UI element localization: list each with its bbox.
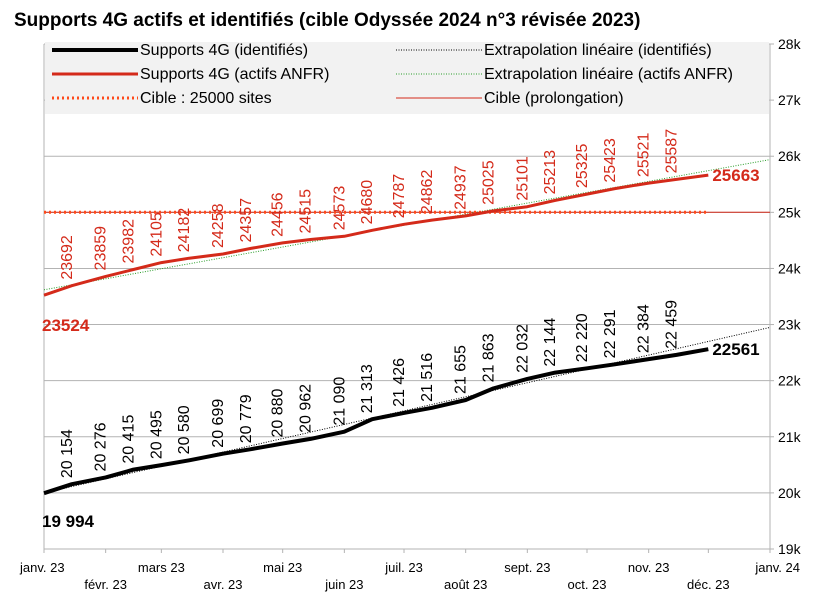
data-label: 22 220: [574, 313, 591, 362]
data-label: 25101: [514, 156, 531, 201]
y-tick-label: 26k: [778, 148, 802, 164]
data-label: 20 495: [148, 410, 165, 459]
data-label: 20 880: [270, 388, 287, 437]
data-label: 20 415: [121, 415, 138, 464]
data-label: 23982: [120, 219, 137, 264]
x-tick-label: avr. 23: [203, 577, 242, 592]
chart-title: Supports 4G actifs et identifiés (cible …: [14, 10, 640, 31]
legend-label: Extrapolation linéaire (actifs ANFR): [484, 66, 733, 83]
x-tick-label: mars 23: [138, 560, 185, 575]
x-tick-label: sept. 23: [504, 560, 550, 575]
legend-box: [45, 42, 769, 114]
legend-label: Extrapolation linéaire (identifiés): [484, 42, 712, 59]
y-tick-label: 28k: [778, 36, 802, 52]
y-tick-label: 25k: [778, 204, 802, 220]
x-tick-label: déc. 23: [687, 577, 730, 592]
data-label: 21 863: [480, 333, 497, 382]
y-tick-label: 22k: [778, 373, 802, 389]
data-label: 24182: [176, 208, 193, 253]
data-label: 21 516: [419, 353, 436, 402]
x-tick-label: juin 23: [324, 577, 363, 592]
data-label: 23692: [59, 235, 76, 280]
y-tick-label: 21k: [778, 429, 802, 445]
y-tick-label: 19k: [778, 541, 802, 557]
x-tick-label: janv. 24: [754, 560, 800, 575]
data-label: 24680: [359, 180, 376, 225]
data-label: 24105: [148, 212, 165, 257]
data-label: 20 276: [93, 422, 110, 471]
data-label: 21 426: [391, 358, 408, 407]
axis-layer: 19k 20k 21k 22k 23k 24k 25k 26k 27k 28k janv. 23 fé…: [19, 36, 802, 592]
data-label: 25521: [636, 133, 653, 178]
y-tick-label: 24k: [778, 260, 802, 276]
data-label: 20 154: [59, 429, 76, 478]
x-tick-label: janv. 23: [19, 560, 65, 575]
x-tick-label: oct. 23: [567, 577, 606, 592]
data-label: 20 962: [298, 384, 315, 433]
data-label: 25325: [574, 143, 591, 188]
data-label: 22 459: [664, 300, 681, 349]
data-label: 25663: [712, 166, 759, 185]
data-label: 24937: [453, 165, 470, 210]
data-label: 20 580: [176, 405, 193, 454]
data-label-layer: 19 994 20 154 20 276 20 415 20 495 20 580 20 6…: [42, 129, 760, 531]
data-label: 24357: [238, 198, 255, 243]
data-label: 22561: [712, 340, 759, 359]
data-label: 23524: [42, 316, 90, 335]
series-line: [43, 347, 709, 496]
data-label: 21 090: [331, 377, 348, 426]
x-tick-label: nov. 23: [628, 560, 670, 575]
data-label: 25025: [481, 160, 498, 205]
x-tick-label: août 23: [444, 577, 487, 592]
series-line: [43, 173, 709, 297]
y-tick-label: 27k: [778, 92, 802, 108]
series-line: [43, 159, 771, 291]
data-label: 25213: [542, 150, 559, 195]
data-label: 24862: [419, 170, 436, 215]
legend-label: Cible : 25000 sites: [140, 90, 272, 107]
data-label: 25423: [602, 138, 619, 183]
data-label: 22 291: [602, 309, 619, 358]
data-label: 21 655: [453, 345, 470, 394]
data-label: 19 994: [42, 512, 95, 531]
data-label: 21 313: [359, 364, 376, 413]
data-label: 24258: [210, 203, 227, 248]
legend: Supports 4G (identifiés) Extrapolation li…: [45, 42, 769, 114]
data-label: 22 032: [514, 324, 531, 373]
y-tick-label: 23k: [778, 317, 802, 333]
grid-layer: [44, 43, 770, 550]
legend-label: Supports 4G (identifiés): [140, 42, 308, 59]
x-tick-label: mai 23: [263, 560, 302, 575]
series-line: [43, 326, 771, 494]
data-label: 24515: [298, 189, 315, 234]
legend-label: Supports 4G (actifs ANFR): [140, 66, 329, 83]
series-layer: [43, 159, 771, 496]
data-label: 22 384: [636, 304, 653, 353]
data-label: 25587: [663, 129, 680, 174]
data-label: 24456: [270, 192, 287, 237]
legend-label: Cible (prolongation): [484, 90, 624, 107]
data-label: 23859: [93, 226, 110, 271]
x-tick-label: févr. 23: [84, 577, 127, 592]
data-label: 24573: [331, 186, 348, 231]
data-label: 20 779: [238, 394, 255, 443]
x-tick-label: juil. 23: [384, 560, 423, 575]
y-tick-label: 20k: [778, 485, 802, 501]
data-label: 22 144: [542, 318, 559, 367]
data-label: 24787: [391, 174, 408, 219]
data-label: 20 699: [210, 399, 227, 448]
